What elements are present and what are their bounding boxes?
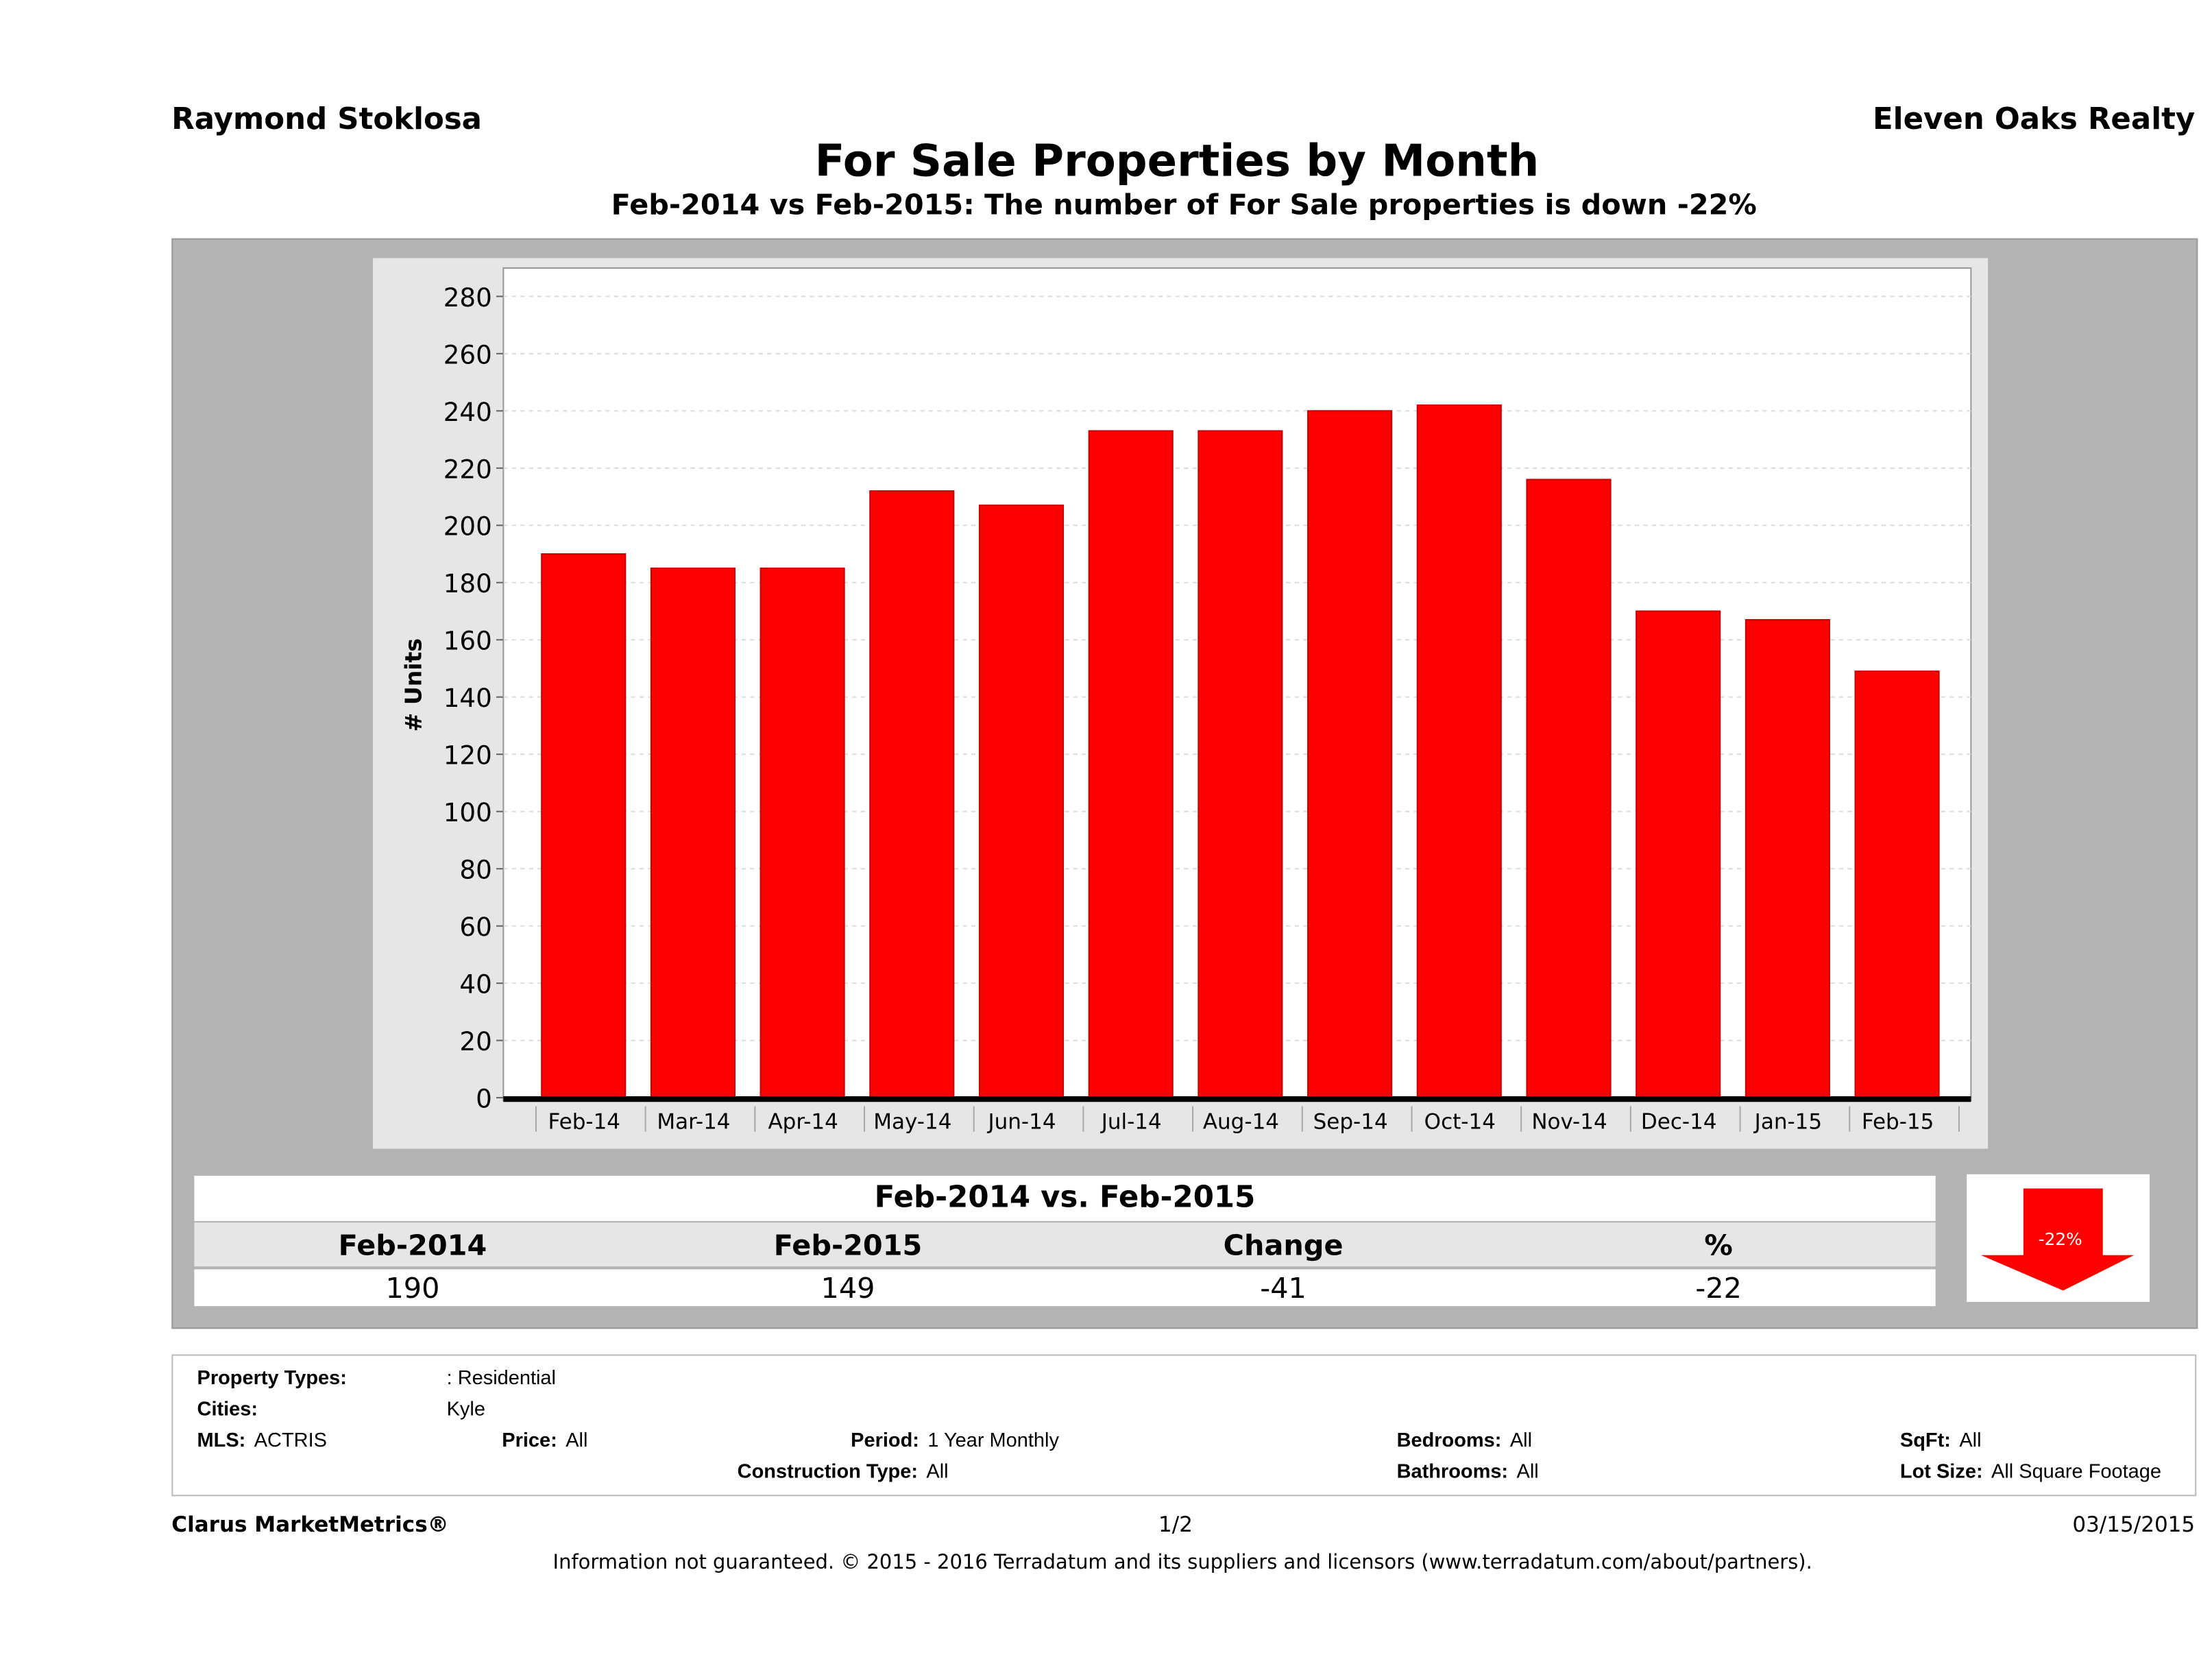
bar-Mar-14 [650,567,736,1099]
arrow-down-icon: -22% [1980,1188,2135,1291]
y-tick-label: 120 [443,740,492,771]
filter-value: All [1509,1428,1533,1451]
summary-value: -41 [1260,1270,1306,1305]
x-tick-label: Mar-14 [657,1110,730,1135]
disclaimer: Information not guaranteed. © 2015 - 201… [552,1551,1812,1575]
summary-value: 149 [821,1270,875,1305]
filter-value: 1 Year Monthly [927,1428,1059,1451]
x-tick-label: Apr-14 [768,1110,838,1135]
filter-value: Kyle [446,1397,485,1420]
bar-May-14 [869,490,955,1099]
filter-label: Cities: [197,1397,258,1420]
filter-value: All [1959,1428,1982,1451]
filter-construction: Construction Type: All [738,1460,949,1482]
summary-header: Feb-2014 [338,1228,487,1263]
summary-value: -22 [1695,1270,1742,1305]
filter-label: MLS: [197,1428,246,1451]
filter-value: : Residential [446,1366,556,1389]
chart-subtitle: Feb-2014 vs Feb-2015: The number of For … [611,187,1757,221]
summary-header: Feb-2015 [773,1228,923,1263]
filter-mls: MLS: ACTRIS [197,1428,327,1451]
x-tick-label: Sep-14 [1313,1110,1388,1135]
filter-period: Period: 1 Year Monthly [851,1428,1059,1451]
y-tick-label: 160 [443,626,492,656]
filter-property-types: Property Types: : Residential [197,1366,556,1388]
bar-chart: Feb-14 Mar-14 Apr-14 May-14 Jun-14 Jul-14 Aug-… [400,267,1972,1135]
filter-label: Bathrooms: [1396,1459,1509,1482]
filter-cities: Cities: Kyle [197,1397,485,1420]
y-tick-label: 40 [459,969,491,1000]
bar-Apr-14 [759,567,845,1099]
x-tick-label: Dec-14 [1641,1110,1717,1135]
bar-Jan-15 [1745,618,1830,1099]
brokerage-name: Eleven Oaks Realty [1873,101,2196,136]
y-tick-label: 20 [459,1026,491,1056]
y-tick-label: 200 [443,511,492,542]
page-number: 1/2 [1158,1512,1193,1538]
filter-label: SqFt: [1899,1428,1951,1451]
y-tick-label: 180 [443,568,492,599]
bar-Feb-14 [541,553,627,1099]
y-tick-label: 60 [459,912,491,942]
x-tick-label: May-14 [873,1110,951,1135]
y-tick-label: 240 [443,397,492,427]
y-tick-label: 140 [443,683,492,713]
filter-value: All [566,1428,588,1451]
brand: Clarus MarketMetrics® [171,1512,449,1538]
filter-value: All Square Footage [1991,1459,2161,1482]
filter-bedrooms: Bedrooms: All [1397,1428,1532,1451]
bar-Jul-14 [1088,430,1174,1099]
filter-bathrooms: Bathrooms: All [1397,1460,1539,1482]
filter-value: ACTRIS [254,1428,327,1451]
filter-label: Lot Size: [1899,1459,1983,1482]
y-axis-label: # Units [400,638,426,732]
bar-Feb-15 [1854,671,1940,1099]
filter-price: Price: All [502,1428,587,1451]
y-tick-label: 80 [459,855,491,885]
filter-value: All [1516,1459,1539,1482]
bar-Aug-14 [1198,430,1283,1099]
x-tick-label: Feb-15 [1862,1110,1934,1135]
x-tick-label: Feb-14 [548,1110,620,1135]
x-tick-label: Oct-14 [1424,1110,1496,1135]
report-date: 03/15/2015 [2072,1512,2196,1538]
summary-header: % [1704,1228,1733,1263]
filter-label: Construction Type: [737,1459,918,1482]
filter-value: All [926,1459,949,1482]
filter-lot: Lot Size: All Square Footage [1900,1460,2161,1482]
summary-header: Change [1223,1228,1344,1263]
x-tick-label: Jun-14 [986,1110,1056,1135]
filter-label: Bedrooms: [1396,1428,1502,1451]
filter-sqft: SqFt: All [1900,1428,1982,1451]
svg-text:-22%: -22% [2039,1229,2082,1249]
x-tick-label: Aug-14 [1203,1110,1279,1135]
filter-label: Property Types: [197,1366,347,1389]
bar-Nov-14 [1526,479,1612,1099]
summary-title: Feb-2014 vs. Feb-2015 [874,1180,1256,1214]
bar-Oct-14 [1416,404,1502,1099]
bar-Jun-14 [978,505,1065,1099]
filter-label: Price: [502,1428,557,1451]
agent-name: Raymond Stoklosa [171,101,483,136]
x-tick-label: Nov-14 [1531,1110,1607,1135]
y-tick-label: 280 [443,282,492,313]
bar-Dec-14 [1636,610,1721,1099]
summary-value: 190 [385,1270,440,1305]
change-indicator: -22% [1967,1174,2150,1302]
x-tick-label: Jan-15 [1753,1110,1822,1135]
filter-label: Period: [851,1428,919,1451]
y-tick-label: 100 [443,797,492,828]
y-tick-label: 220 [443,454,492,484]
y-tick-label: 260 [443,339,492,370]
y-tick-label: 0 [476,1084,492,1114]
filters-panel [171,1354,2197,1497]
chart-title: For Sale Properties by Month [814,136,1540,188]
x-tick-label: Jul-14 [1100,1110,1162,1135]
bar-Sep-14 [1307,410,1393,1099]
